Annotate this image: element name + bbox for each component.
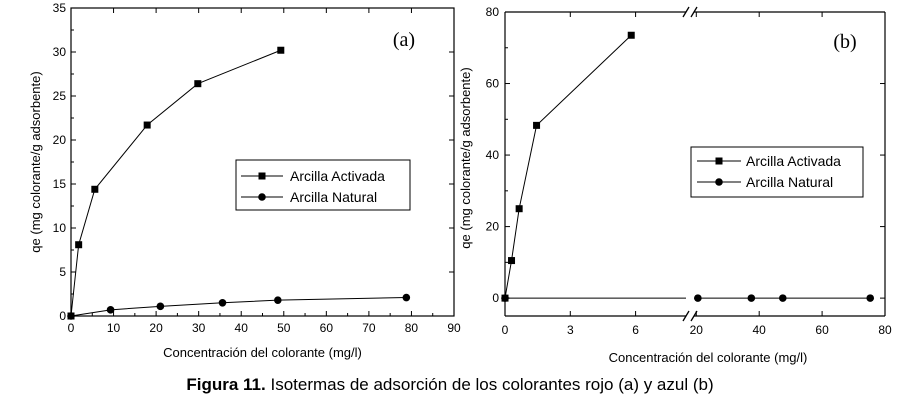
data-point-a: [194, 80, 202, 88]
caption-label: Figura 11.: [186, 375, 266, 394]
x-tick-label-b: 3: [567, 323, 574, 337]
x-tick-label-a: 60: [320, 321, 334, 335]
data-point-a: [91, 185, 99, 193]
y-tick-label-a: 15: [53, 177, 67, 191]
x-tick-label-a: 50: [277, 321, 291, 335]
legend-label-b: Arcilla Natural: [746, 174, 833, 190]
x-tick-label-b: 60: [815, 323, 829, 337]
y-axis-label-a: qe (mg colorante/g adsorbente): [28, 71, 43, 252]
y-tick-label-a: 10: [53, 221, 67, 235]
legend-marker-a: [258, 193, 266, 201]
legend-marker-b: [715, 157, 723, 165]
x-tick-label-a: 40: [235, 321, 249, 335]
x-tick-label-a: 70: [362, 321, 376, 335]
data-point-b: [508, 257, 516, 265]
legend-label-b: Arcilla Activada: [746, 153, 841, 169]
x-tick-label-b: 6: [632, 323, 639, 337]
panel-label-b: (b): [833, 31, 856, 53]
caption-text: Isotermas de adsorción de los colorantes…: [270, 375, 714, 394]
y-tick-label-b: 80: [486, 5, 500, 19]
x-tick-label-a: 90: [447, 321, 461, 335]
y-axis-label-b: qe (mg colorante/g adsorbente): [458, 67, 473, 248]
x-tick-label-a: 10: [107, 321, 121, 335]
legend-label-a: Arcilla Activada: [290, 168, 385, 184]
data-point-b: [515, 205, 523, 213]
y-tick-label-b: 20: [486, 220, 500, 234]
series-line-a-1: [70, 297, 407, 317]
data-point-a: [156, 302, 165, 311]
x-tick-label-a: 20: [149, 321, 163, 335]
axis-break-mark: [690, 6, 698, 18]
legend-marker-a: [258, 172, 266, 180]
series-line-b-0: [504, 34, 632, 299]
data-point-b: [533, 121, 541, 129]
data-point-b: [501, 294, 509, 302]
data-point-b: [866, 294, 875, 302]
legend-label-a: Arcilla Natural: [290, 189, 377, 205]
x-tick-label-a: 0: [68, 321, 75, 335]
x-axis-label-a: Concentración del colorante (mg/l): [163, 345, 362, 360]
x-tick-label-a: 80: [405, 321, 419, 335]
x-tick-label-b: 20: [690, 323, 704, 337]
data-point-a: [67, 312, 75, 320]
data-point-a: [143, 121, 151, 129]
legend-box-a: [235, 159, 411, 211]
series-line-a-0: [70, 49, 281, 317]
x-axis-label-b: Concentración del colorante (mg/l): [609, 350, 808, 365]
x-tick-label-a: 30: [192, 321, 206, 335]
data-point-a: [75, 241, 83, 249]
legend-box-b: [690, 146, 864, 198]
y-tick-label-b: 40: [486, 148, 500, 162]
y-tick-label-b: 0: [492, 291, 499, 305]
y-tick-label-a: 30: [53, 45, 67, 59]
y-tick-label-a: 35: [53, 1, 67, 15]
data-point-a: [277, 46, 285, 54]
panel-label-a: (a): [393, 29, 415, 51]
data-point-b: [627, 31, 635, 39]
data-point-b: [694, 294, 702, 302]
axis-break-mark: [682, 310, 690, 322]
data-point-b: [747, 294, 756, 302]
data-point-a: [106, 306, 115, 314]
x-tick-label-b: 0: [502, 323, 509, 337]
x-tick-label-b: 80: [878, 323, 892, 337]
figure-caption: Figura 11. Isotermas de adsorción de los…: [0, 375, 900, 395]
data-point-a: [218, 299, 227, 307]
axis-break-mark: [682, 6, 690, 18]
y-tick-label-a: 20: [53, 133, 67, 147]
y-tick-label-b: 60: [486, 77, 500, 91]
legend-marker-b: [715, 178, 723, 186]
data-point-a: [274, 296, 282, 304]
x-tick-label-b: 40: [753, 323, 767, 337]
data-point-a: [402, 293, 411, 302]
y-tick-label-a: 5: [59, 265, 66, 279]
data-point-b: [778, 294, 787, 302]
y-tick-label-a: 0: [59, 309, 66, 323]
y-tick-label-a: 25: [53, 89, 67, 103]
